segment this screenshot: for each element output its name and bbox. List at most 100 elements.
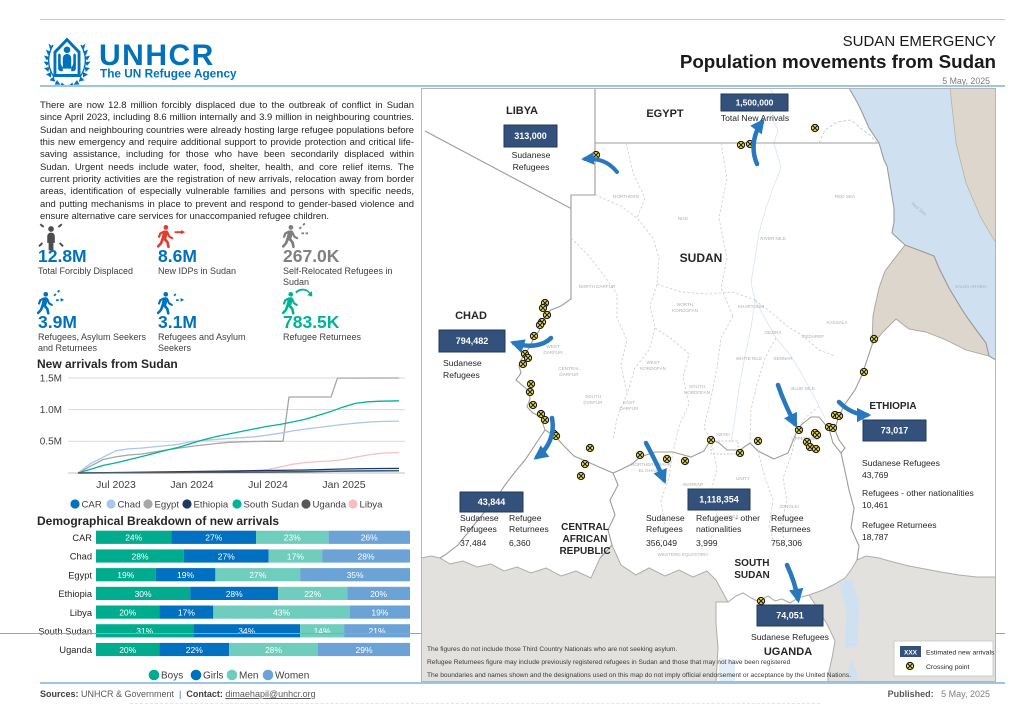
svg-text:RED SEA: RED SEA (835, 194, 856, 199)
svg-text:Ethiopia: Ethiopia (58, 589, 92, 599)
svg-text:NORTHERN BAHR: NORTHERN BAHR (631, 462, 672, 467)
svg-text:27%: 27% (218, 551, 235, 561)
svg-text:KASSALA: KASSALA (827, 320, 849, 325)
svg-text:1.0M: 1.0M (40, 405, 62, 416)
svg-text:Jul 2024: Jul 2024 (248, 479, 288, 491)
svg-text:3.1M: 3.1M (158, 312, 197, 332)
svg-text:SOUTH: SOUTH (689, 384, 705, 389)
svg-text:20%: 20% (119, 608, 136, 618)
svg-text:The figures do not include tho: The figures do not include those Third C… (427, 646, 677, 653)
svg-text:Total New Arrivals: Total New Arrivals (721, 113, 789, 123)
svg-text:27%: 27% (249, 570, 266, 580)
svg-text:EL GHAZAL: EL GHAZAL (638, 468, 664, 473)
svg-text:14%: 14% (314, 626, 331, 636)
svg-text:Estimated new arrivals: Estimated new arrivals (926, 650, 995, 657)
svg-text:Women: Women (275, 671, 309, 682)
svg-text:Girls: Girls (203, 671, 224, 682)
svg-text:20%: 20% (119, 645, 136, 655)
svg-text:UGANDA: UGANDA (764, 646, 812, 658)
svg-text:Sudanese: Sudanese (460, 513, 499, 523)
svg-text:73,017: 73,017 (881, 426, 909, 436)
svg-text:1,500,000: 1,500,000 (736, 98, 774, 108)
svg-text:74,051: 74,051 (776, 611, 804, 621)
svg-text:SOUTH: SOUTH (735, 558, 770, 569)
svg-text:BLUE NILE: BLUE NILE (791, 386, 815, 391)
svg-text:18,787: 18,787 (862, 532, 889, 542)
svg-text:Boys: Boys (161, 671, 183, 682)
svg-text:DARFUR: DARFUR (583, 400, 603, 405)
svg-text:19%: 19% (177, 570, 194, 580)
svg-text:Refugees: Refugees (443, 370, 480, 380)
svg-text:21%: 21% (368, 626, 385, 636)
svg-text:NORTHERN: NORTHERN (613, 194, 639, 199)
svg-text:SENNAR: SENNAR (773, 356, 793, 361)
svg-text:XXX: XXX (904, 650, 918, 657)
svg-text:17%: 17% (178, 608, 195, 618)
svg-text:NILE: NILE (678, 216, 688, 221)
svg-text:43,769: 43,769 (862, 470, 889, 480)
svg-text:794,482: 794,482 (456, 336, 489, 346)
svg-text:Egypt: Egypt (155, 499, 180, 510)
svg-text:31%: 31% (136, 626, 153, 636)
svg-text:UNHCR: UNHCR (99, 39, 215, 72)
svg-text:26%: 26% (361, 533, 378, 543)
svg-text:313,000: 313,000 (514, 131, 547, 141)
svg-text:783.5K: 783.5K (283, 312, 340, 332)
svg-text:KHARTOUM: KHARTOUM (738, 304, 764, 309)
svg-text:WARRAP: WARRAP (683, 482, 703, 487)
svg-text:23%: 23% (284, 533, 301, 543)
svg-text:Libya: Libya (70, 608, 93, 618)
svg-text:Refugee Returnees figure may i: Refugee Returnees figure may include pre… (427, 659, 791, 666)
svg-text:CENTRAL: CENTRAL (558, 366, 580, 371)
svg-text:17%: 17% (287, 551, 304, 561)
svg-text:6,360: 6,360 (509, 538, 531, 548)
svg-text:10,461: 10,461 (862, 500, 889, 510)
svg-text:20%: 20% (370, 589, 387, 599)
svg-text:3,999: 3,999 (696, 538, 718, 548)
svg-text:28%: 28% (265, 645, 282, 655)
svg-text:CAR: CAR (82, 499, 102, 510)
svg-text:19%: 19% (117, 570, 134, 580)
svg-text:WEST: WEST (546, 344, 559, 349)
svg-text:ABYEI: ABYEI (716, 432, 730, 437)
svg-text:Sudanese: Sudanese (512, 150, 551, 160)
svg-text:SOUTH: SOUTH (585, 394, 601, 399)
svg-text:DARFUR: DARFUR (619, 406, 639, 411)
svg-text:19%: 19% (371, 608, 388, 618)
svg-text:28%: 28% (131, 551, 148, 561)
svg-text:SAUDI ARABIA: SAUDI ARABIA (955, 284, 988, 289)
svg-text:Returnees: Returnees (509, 524, 549, 534)
svg-text:Refugees - other: Refugees - other (696, 513, 760, 523)
svg-text:DARFUR: DARFUR (559, 372, 579, 377)
svg-text:The UN Refugee Agency: The UN Refugee Agency (100, 67, 237, 81)
svg-text:22%: 22% (186, 645, 203, 655)
svg-text:12.8M: 12.8M (38, 246, 87, 266)
svg-text:ETHIOPIA: ETHIOPIA (869, 401, 916, 412)
svg-text:Jan 2024: Jan 2024 (170, 479, 213, 491)
svg-text:AFRICAN: AFRICAN (563, 534, 608, 545)
svg-text:Refugees and Asylum: Refugees and Asylum (158, 332, 246, 342)
svg-text:Sudan: Sudan (283, 277, 309, 287)
svg-text:Refugees, Asylum Seekers: Refugees, Asylum Seekers (38, 332, 147, 342)
svg-text:WEST: WEST (646, 360, 659, 365)
svg-text:Sudanese Refugees: Sudanese Refugees (751, 632, 829, 642)
svg-text:CENTRAL: CENTRAL (561, 522, 609, 533)
svg-text:Self-Relocated Refugees in: Self-Relocated Refugees in (283, 266, 393, 276)
svg-text:Refugees: Refugees (646, 524, 683, 534)
svg-text:JONGLEI: JONGLEI (779, 504, 799, 509)
svg-text:NORTH: NORTH (677, 302, 693, 307)
svg-text:Chad: Chad (70, 552, 92, 562)
svg-text:Egypt: Egypt (68, 570, 92, 580)
svg-text:267.0K: 267.0K (283, 246, 340, 266)
svg-text:WHITE NILE: WHITE NILE (736, 356, 762, 361)
svg-text:Seekers: Seekers (158, 343, 192, 353)
svg-text:Refugee: Refugee (771, 513, 804, 523)
svg-text:SUDAN: SUDAN (680, 251, 723, 265)
svg-text:Refugee Returnees: Refugee Returnees (283, 332, 362, 342)
svg-text:35%: 35% (347, 570, 364, 580)
svg-text:30%: 30% (135, 589, 152, 599)
svg-text:Men: Men (239, 671, 258, 682)
svg-text:Uganda: Uganda (59, 645, 92, 655)
svg-text:Sudanese Refugees: Sudanese Refugees (862, 458, 940, 468)
svg-text:Chad: Chad (118, 499, 141, 510)
